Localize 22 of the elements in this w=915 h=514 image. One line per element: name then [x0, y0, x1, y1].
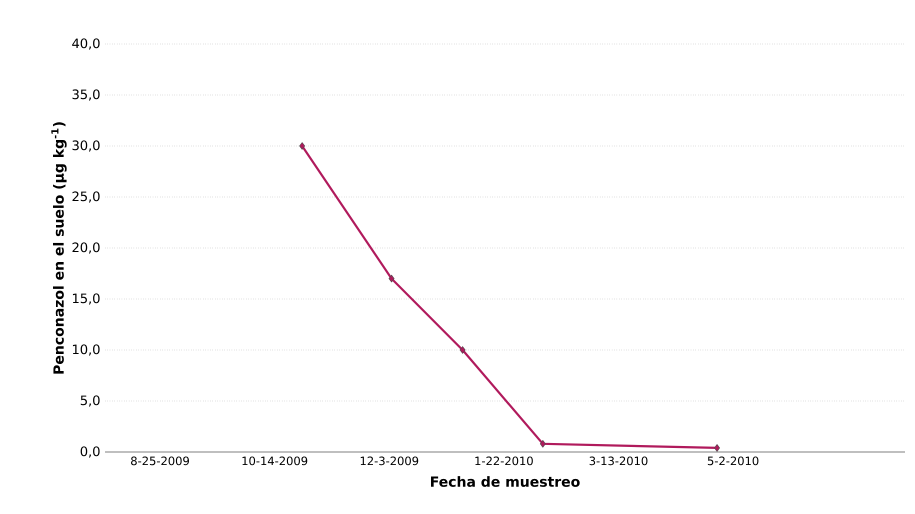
point [540, 440, 546, 448]
x-axis-title: Fecha de muestreo [431, 476, 580, 487]
point [460, 346, 466, 354]
y-tick-label: 35,0 [72, 89, 100, 101]
x-tick-label: 8-25-2009 [131, 456, 189, 466]
x-tick-label: 5-2-2010 [708, 456, 758, 466]
y-tick-label: 40,0 [72, 38, 100, 50]
y-tick-label: 5,0 [80, 395, 100, 407]
x-tick-label: 1-22-2010 [475, 456, 533, 466]
point [299, 142, 306, 150]
point [388, 274, 394, 282]
y-tick-label: 10,0 [72, 344, 100, 356]
x-tick-label: 3-13-2010 [590, 456, 648, 466]
y-tick-label: 0,0 [80, 446, 100, 458]
y-tick-label: 30,0 [72, 140, 100, 152]
y-tick-label: 25,0 [72, 191, 100, 203]
x-tick-label: 10-14-2009 [242, 456, 308, 466]
x-tick-label: 12-3-2009 [360, 456, 418, 466]
point [714, 444, 720, 452]
y-tick-label: 15,0 [72, 293, 100, 305]
y-axis-title: Penconazol en el suelo (µg kg$^{-1}$) [51, 122, 67, 374]
y-tick-label: 20,0 [72, 242, 100, 254]
